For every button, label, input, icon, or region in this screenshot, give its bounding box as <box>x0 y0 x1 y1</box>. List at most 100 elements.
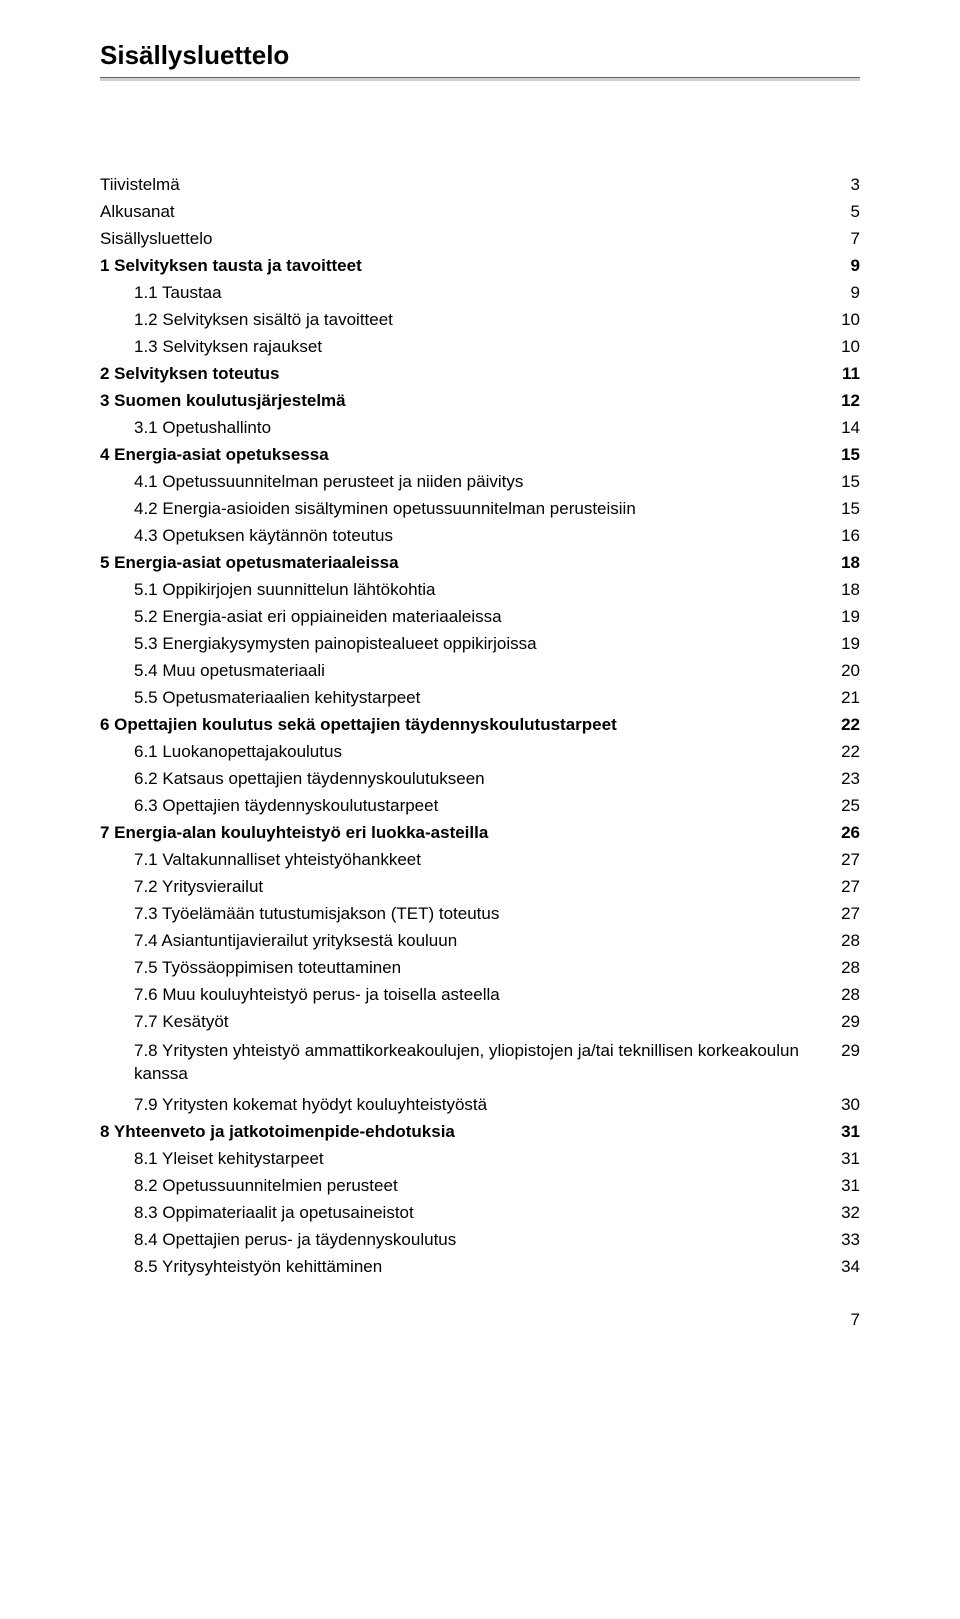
toc-entry-label: 7.5 Työssäoppimisen toteuttaminen <box>134 959 830 976</box>
toc-entry-page: 11 <box>830 365 860 382</box>
toc-entry-label: 7.9 Yritysten kokemat hyödyt kouluyhteis… <box>134 1096 830 1113</box>
toc-entry-label: 7.4 Asiantuntijavierailut yrityksestä ko… <box>134 932 830 949</box>
toc-entry: 7.3 Työelämään tutustumisjakson (TET) to… <box>100 900 860 927</box>
toc-entry-label: 5.4 Muu opetusmateriaali <box>134 662 830 679</box>
toc-entry: 3.1 Opetushallinto14 <box>100 414 860 441</box>
toc-entry-label: 2 Selvityksen toteutus <box>100 365 830 382</box>
toc-entry-label: 5.3 Energiakysymysten painopistealueet o… <box>134 635 830 652</box>
toc-entry: 4.1 Opetussuunnitelman perusteet ja niid… <box>100 468 860 495</box>
toc-entry-page: 18 <box>830 581 860 598</box>
toc-entry-page: 30 <box>830 1096 860 1113</box>
toc-entry-page: 28 <box>830 932 860 949</box>
toc-entry-label: 8.5 Yritysyhteistyön kehittäminen <box>134 1258 830 1275</box>
toc-entry-label: 7.8 Yritysten yhteistyö ammattikorkeakou… <box>134 1040 830 1086</box>
toc-entry-label: 7.1 Valtakunnalliset yhteistyöhankkeet <box>134 851 830 868</box>
toc-entry-label: 3.1 Opetushallinto <box>134 419 830 436</box>
document-title: Sisällysluettelo <box>100 40 860 71</box>
toc-entry-page: 15 <box>830 500 860 517</box>
toc-entry: 1.3 Selvityksen rajaukset10 <box>100 333 860 360</box>
title-underline <box>100 77 860 81</box>
toc-entry-label: 6.2 Katsaus opettajien täydennyskoulutuk… <box>134 770 830 787</box>
toc-entry: 8.3 Oppimateriaalit ja opetusaineistot32 <box>100 1199 860 1226</box>
toc-entry-label: 4.2 Energia-asioiden sisältyminen opetus… <box>134 500 830 517</box>
toc-entry: 7.9 Yritysten kokemat hyödyt kouluyhteis… <box>100 1091 860 1118</box>
toc-entry-page: 26 <box>830 824 860 841</box>
toc-entry: 8.5 Yritysyhteistyön kehittäminen34 <box>100 1253 860 1280</box>
page-number: 7 <box>100 1310 860 1330</box>
toc-entry-page: 27 <box>830 878 860 895</box>
toc-entry-page: 27 <box>830 905 860 922</box>
toc-entry: 7.4 Asiantuntijavierailut yrityksestä ko… <box>100 927 860 954</box>
toc-entry: 7.2 Yritysvierailut27 <box>100 873 860 900</box>
toc-entry: 6.2 Katsaus opettajien täydennyskoulutuk… <box>100 765 860 792</box>
toc-entry-page: 34 <box>830 1258 860 1275</box>
toc-entry: 5.5 Opetusmateriaalien kehitystarpeet21 <box>100 684 860 711</box>
toc-entry-page: 33 <box>830 1231 860 1248</box>
toc-entry-page: 28 <box>830 986 860 1003</box>
toc-entry: 5.4 Muu opetusmateriaali20 <box>100 657 860 684</box>
toc-entry-label: Tiivistelmä <box>100 176 830 193</box>
toc-entry: 1.2 Selvityksen sisältö ja tavoitteet10 <box>100 306 860 333</box>
toc-entry: 8.2 Opetussuunnitelmien perusteet31 <box>100 1172 860 1199</box>
toc-entry: 6.3 Opettajien täydennyskoulutustarpeet2… <box>100 792 860 819</box>
toc-entry-page: 28 <box>830 959 860 976</box>
toc-entry-label: 6.1 Luokanopettajakoulutus <box>134 743 830 760</box>
toc-entry-label: 1.1 Taustaa <box>134 284 830 301</box>
toc-entry-label: 3 Suomen koulutusjärjestelmä <box>100 392 830 409</box>
toc-entry-page: 20 <box>830 662 860 679</box>
toc-entry-label: 4.3 Opetuksen käytännön toteutus <box>134 527 830 544</box>
toc-entry-page: 16 <box>830 527 860 544</box>
toc-entry: Alkusanat5 <box>100 198 860 225</box>
toc-entry-label: 7 Energia-alan kouluyhteistyö eri luokka… <box>100 824 830 841</box>
toc-entry-label: 4 Energia-asiat opetuksessa <box>100 446 830 463</box>
toc-entry-page: 25 <box>830 797 860 814</box>
toc-entry: 5.2 Energia-asiat eri oppiaineiden mater… <box>100 603 860 630</box>
toc-entry-label: 8.4 Opettajien perus- ja täydennyskoulut… <box>134 1231 830 1248</box>
table-of-contents: Tiivistelmä3Alkusanat5Sisällysluettelo71… <box>100 171 860 1280</box>
toc-entry-page: 31 <box>830 1150 860 1167</box>
toc-entry-label: 5 Energia-asiat opetusmateriaaleissa <box>100 554 830 571</box>
toc-entry-label: 6.3 Opettajien täydennyskoulutustarpeet <box>134 797 830 814</box>
toc-entry-page: 21 <box>830 689 860 706</box>
toc-entry: Tiivistelmä3 <box>100 171 860 198</box>
toc-entry: 8.1 Yleiset kehitystarpeet31 <box>100 1145 860 1172</box>
toc-entry-page: 29 <box>830 1042 860 1059</box>
toc-entry-label: 7.7 Kesätyöt <box>134 1013 830 1030</box>
toc-entry: 7.8 Yritysten yhteistyö ammattikorkeakou… <box>100 1035 860 1091</box>
toc-entry-label: 8.1 Yleiset kehitystarpeet <box>134 1150 830 1167</box>
toc-entry-label: 1.3 Selvityksen rajaukset <box>134 338 830 355</box>
toc-entry: 1.1 Taustaa9 <box>100 279 860 306</box>
toc-entry-page: 12 <box>830 392 860 409</box>
toc-entry: 4.2 Energia-asioiden sisältyminen opetus… <box>100 495 860 522</box>
toc-entry-label: 6 Opettajien koulutus sekä opettajien tä… <box>100 716 830 733</box>
toc-entry: 7 Energia-alan kouluyhteistyö eri luokka… <box>100 819 860 846</box>
toc-entry-label: 8 Yhteenveto ja jatkotoimenpide-ehdotuks… <box>100 1123 830 1140</box>
toc-entry-label: 5.1 Oppikirjojen suunnittelun lähtökohti… <box>134 581 830 598</box>
toc-entry: Sisällysluettelo7 <box>100 225 860 252</box>
toc-entry: 8.4 Opettajien perus- ja täydennyskoulut… <box>100 1226 860 1253</box>
toc-entry-label: 8.2 Opetussuunnitelmien perusteet <box>134 1177 830 1194</box>
toc-entry-label: 4.1 Opetussuunnitelman perusteet ja niid… <box>134 473 830 490</box>
toc-entry: 1 Selvityksen tausta ja tavoitteet9 <box>100 252 860 279</box>
toc-entry-page: 9 <box>830 257 860 274</box>
toc-entry: 5.3 Energiakysymysten painopistealueet o… <box>100 630 860 657</box>
toc-entry: 6 Opettajien koulutus sekä opettajien tä… <box>100 711 860 738</box>
toc-entry-page: 19 <box>830 608 860 625</box>
toc-entry-page: 10 <box>830 311 860 328</box>
toc-entry-label: 5.5 Opetusmateriaalien kehitystarpeet <box>134 689 830 706</box>
toc-entry-page: 10 <box>830 338 860 355</box>
toc-entry: 7.5 Työssäoppimisen toteuttaminen28 <box>100 954 860 981</box>
toc-entry-page: 31 <box>830 1123 860 1140</box>
toc-entry-label: 8.3 Oppimateriaalit ja opetusaineistot <box>134 1204 830 1221</box>
toc-entry-page: 31 <box>830 1177 860 1194</box>
toc-entry: 7.7 Kesätyöt29 <box>100 1008 860 1035</box>
toc-entry-label: Alkusanat <box>100 203 830 220</box>
toc-entry: 7.6 Muu kouluyhteistyö perus- ja toisell… <box>100 981 860 1008</box>
toc-entry: 2 Selvityksen toteutus11 <box>100 360 860 387</box>
toc-entry-page: 7 <box>830 230 860 247</box>
toc-entry-page: 15 <box>830 473 860 490</box>
toc-entry-label: 1 Selvityksen tausta ja tavoitteet <box>100 257 830 274</box>
toc-entry-page: 9 <box>830 284 860 301</box>
toc-entry-page: 15 <box>830 446 860 463</box>
toc-entry: 8 Yhteenveto ja jatkotoimenpide-ehdotuks… <box>100 1118 860 1145</box>
